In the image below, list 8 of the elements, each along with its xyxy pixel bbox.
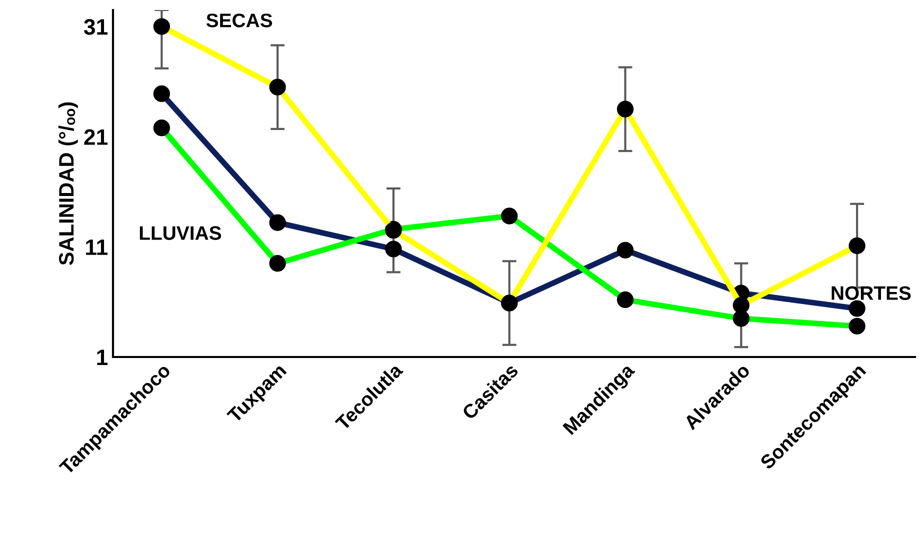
y-axis-title: SALINIDAD (°/ₒₒ) (58, 102, 78, 266)
y-tick-label: 11 (86, 240, 108, 255)
y-tick-label: 21 (84, 129, 108, 145)
series-label: SECAS (206, 14, 272, 28)
y-tick-label: 31 (84, 19, 108, 35)
series-label: NORTES (832, 286, 911, 300)
series-label: LLUVIAS (140, 226, 222, 240)
y-tick-label: 1 (97, 350, 108, 366)
